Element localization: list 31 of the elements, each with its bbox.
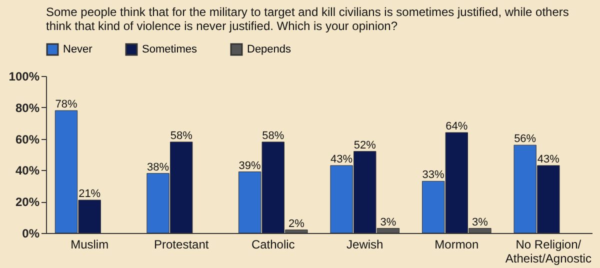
data-label: 58%	[262, 130, 284, 142]
y-tick-label: 60%	[15, 132, 40, 146]
y-tick-label: 0%	[22, 226, 40, 240]
data-label: 52%	[354, 139, 376, 152]
data-label: 38%	[147, 161, 170, 174]
y-tick-label: 80%	[15, 100, 40, 115]
x-tick-label: Muslim	[70, 238, 109, 252]
data-label: 56%	[514, 133, 536, 146]
data-label: 3%	[380, 216, 396, 228]
x-tick-label: Mormon	[434, 238, 479, 252]
data-label: 2%	[288, 218, 305, 230]
x-tick-label: No Religion/ Atheist/Agnostic	[505, 238, 592, 266]
chart-title: Some people think that for the military to target and kill civilians is sometimes justified, while others think that kind of violence is never justified. Which is your opinion?	[46, 5, 569, 33]
data-label: 43%	[537, 153, 560, 166]
data-label: 39%	[238, 160, 262, 172]
y-tick-label: 40%	[15, 164, 40, 178]
data-label: 21%	[78, 188, 101, 200]
y-tick-label: 20%	[15, 195, 40, 210]
data-label: 78%	[55, 98, 78, 111]
data-label: 43%	[330, 153, 353, 166]
y-tick-label: 100%	[8, 70, 40, 84]
x-tick-label: Protestant	[154, 238, 210, 252]
x-tick-label: Catholic	[251, 238, 295, 252]
data-label: 58%	[170, 130, 193, 142]
legend-label: Sometimes	[142, 44, 198, 56]
legend-label: Depends	[247, 44, 292, 56]
legend-label: Never	[63, 44, 93, 56]
data-label: 64%	[446, 120, 468, 133]
x-tick-label: Jewish	[346, 238, 384, 252]
data-label: 33%	[422, 169, 445, 182]
data-label: 3%	[472, 216, 488, 228]
